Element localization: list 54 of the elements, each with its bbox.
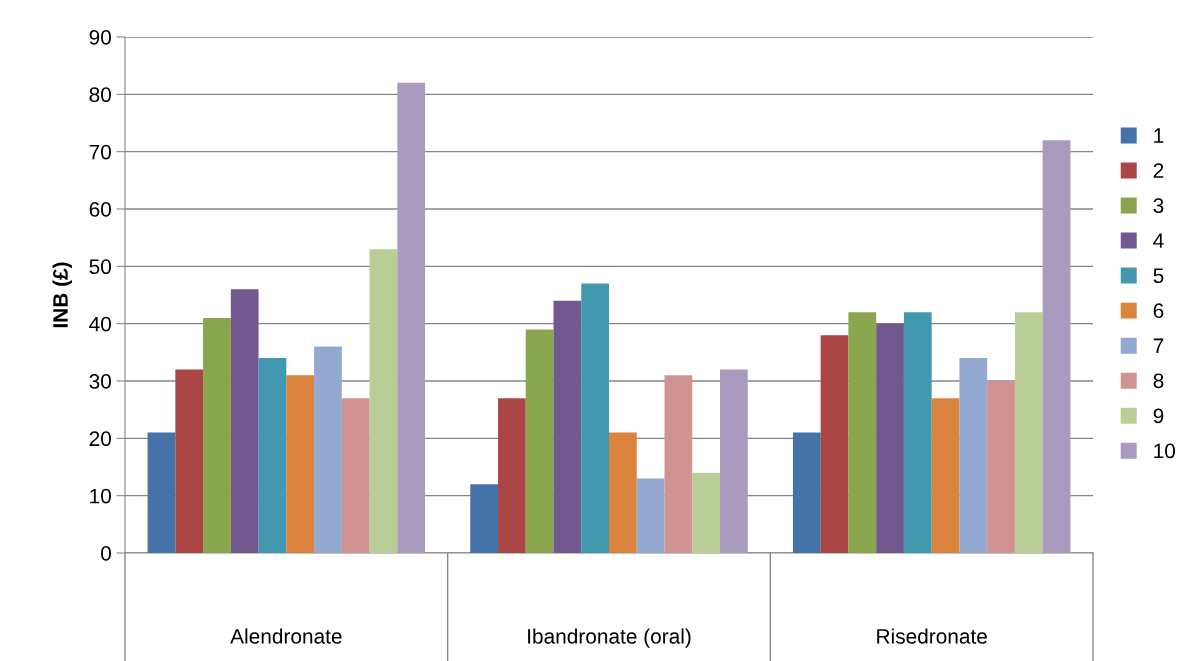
bar [1014,312,1043,553]
bar [692,472,720,553]
bar [230,289,259,553]
bar [848,312,877,553]
bar [609,432,637,553]
x-tick-label: Alendronate [230,628,342,644]
x-tick-label: Ibandronate (oral) [528,628,691,648]
legend-label: 8 [1153,373,1164,389]
bar [931,398,960,553]
bar [286,375,315,553]
y-tick-label: 30 [89,374,111,389]
legend-label: 6 [1153,303,1164,319]
legend-label: 1 [1154,128,1164,143]
bar [470,484,498,553]
bar [959,358,988,553]
bar [553,300,582,553]
legend-label: 5 [1153,268,1164,284]
bar [369,249,398,553]
legend-label: 7 [1153,338,1164,353]
legend-label: 4 [1153,233,1164,248]
y-tick-label: 70 [89,144,111,160]
bar [792,432,821,553]
x-tick-label: Risedronate [877,628,987,644]
bar [876,323,904,553]
bar [258,358,287,553]
bar [903,312,932,553]
bar [1042,140,1071,553]
bar [636,478,665,553]
legend-label: 9 [1153,408,1164,424]
bar [525,329,554,553]
bar [498,398,526,553]
y-tick-label: 10 [90,488,111,504]
y-tick-label: 90 [89,30,111,45]
bar [820,335,849,553]
bar [314,346,342,553]
bar [581,283,609,553]
y-tick-label: 40 [89,316,111,332]
bar [203,317,231,553]
bar [664,375,693,553]
bar [147,432,176,553]
y-axis-title: INB (£) [52,262,72,328]
legend-label: 10 [1154,443,1176,459]
bar [341,398,370,553]
y-tick-label: 50 [89,259,111,275]
y-tick-label: 80 [89,87,111,103]
bar [987,381,1015,553]
bar [175,369,204,553]
bar [720,369,748,553]
bar [397,82,426,553]
y-tick-label: 20 [89,431,111,447]
legend-label: 3 [1153,198,1164,213]
legend-label: 2 [1153,163,1164,178]
y-tick-label: 0 [101,546,111,561]
y-tick-label: 60 [89,202,111,217]
